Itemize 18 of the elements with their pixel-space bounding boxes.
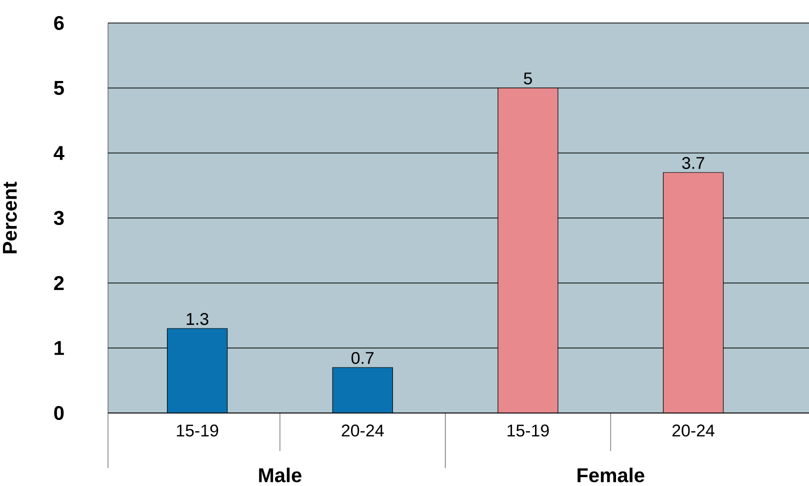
y-tick-label: 3	[54, 210, 64, 226]
data-label: 5	[524, 72, 532, 84]
x-tick-label: 20-24	[342, 424, 384, 437]
y-tick-label: 6	[54, 16, 64, 30]
data-label: 1.3	[186, 312, 208, 325]
data-label: 0.7	[351, 352, 374, 364]
data-label: 3.7	[682, 156, 704, 169]
y-tick-label: 4	[54, 146, 64, 160]
x-tick-label: 15-19	[508, 424, 549, 437]
y-tick-label: 0	[54, 406, 64, 420]
y-tick-label: 2	[54, 276, 64, 290]
y-tick-label: 1	[54, 341, 64, 355]
text: Male	[259, 468, 302, 482]
text: Female	[578, 468, 644, 482]
y-axis-title: Percent	[2, 182, 17, 254]
x-tick-label: 15-19	[176, 424, 218, 437]
y-tick-label: 5	[54, 81, 64, 95]
x-tick-label: 20-24	[672, 424, 714, 437]
